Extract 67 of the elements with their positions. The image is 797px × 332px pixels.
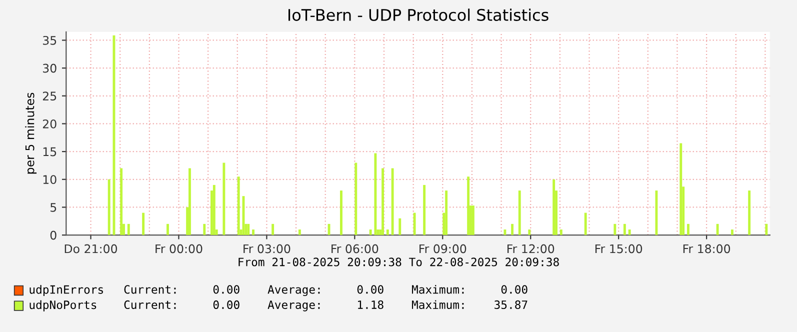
bar — [614, 224, 616, 236]
bar — [518, 190, 521, 236]
bar — [252, 229, 254, 236]
bar — [552, 179, 556, 236]
bar — [166, 224, 169, 236]
x-tick-label: Fr 00:00 — [156, 244, 202, 254]
bar — [391, 168, 394, 236]
bar — [504, 229, 506, 236]
x-tick-label: Do 21:00 — [64, 244, 118, 254]
x-tick-label: Fr 18:00 — [683, 244, 730, 254]
text: Current: 0.00 Average: 1.18 Maximum: 35.87 — [124, 300, 528, 312]
bar — [628, 229, 631, 236]
y-tick-label: 0 — [50, 230, 56, 240]
bar — [354, 162, 358, 236]
bar — [511, 224, 514, 236]
bar — [423, 184, 426, 236]
y-tick-label: 15 — [43, 147, 56, 156]
bar — [222, 162, 226, 236]
bar — [127, 224, 130, 236]
bar — [340, 190, 342, 236]
bar — [212, 184, 216, 236]
y-tick-label: 25 — [42, 92, 56, 101]
chart-title: IoT-Bern - UDP Protocol Statistics — [288, 8, 548, 21]
bar — [386, 229, 389, 236]
y-tick-label: 5 — [50, 203, 56, 212]
x-tick-label: Fr 09:00 — [420, 244, 466, 254]
y-axis-title: per 5 minutes — [25, 92, 37, 174]
bar — [467, 176, 470, 236]
bar — [765, 224, 768, 236]
bar — [748, 190, 751, 236]
x-tick-label: Fr 15:00 — [595, 244, 642, 254]
bar — [369, 229, 372, 236]
bar — [413, 212, 416, 236]
bar — [298, 229, 301, 236]
legend-label: udpInErrors — [30, 285, 103, 296]
bar — [374, 153, 377, 236]
bar — [272, 224, 274, 236]
bar — [247, 224, 250, 236]
bar — [445, 190, 448, 236]
y-tick-label: 10 — [43, 175, 56, 184]
text: Current: 0.00 Average: 0.00 Maximum: 0.00 — [124, 284, 528, 296]
x-tick-label: Fr 06:00 — [332, 244, 378, 254]
bar — [237, 176, 240, 236]
text: From 21-08-2025 20:09:38 To 22-08-2025 20:09:38 — [238, 258, 559, 266]
bar — [655, 190, 658, 236]
x-tick-label: Fr 03:00 — [244, 244, 290, 254]
legend-label: udpNoPorts — [30, 300, 96, 312]
bar — [142, 212, 145, 236]
y-tick-label: 20 — [42, 119, 56, 128]
bar — [716, 224, 719, 236]
y-tick-label: 30 — [43, 64, 56, 73]
bar — [687, 224, 690, 236]
bar — [528, 229, 531, 236]
x-tick-label: Fr 12:00 — [507, 244, 554, 254]
bar — [730, 229, 734, 236]
bar — [398, 218, 402, 236]
bar — [108, 179, 110, 236]
bar — [680, 143, 682, 236]
bar — [584, 212, 587, 236]
bar — [382, 168, 384, 236]
bar — [472, 206, 474, 236]
bar — [203, 224, 206, 236]
bar — [120, 168, 123, 236]
bar — [560, 229, 562, 236]
bar — [623, 224, 626, 236]
y-tick-label: 35 — [43, 36, 56, 45]
bar — [188, 168, 191, 236]
